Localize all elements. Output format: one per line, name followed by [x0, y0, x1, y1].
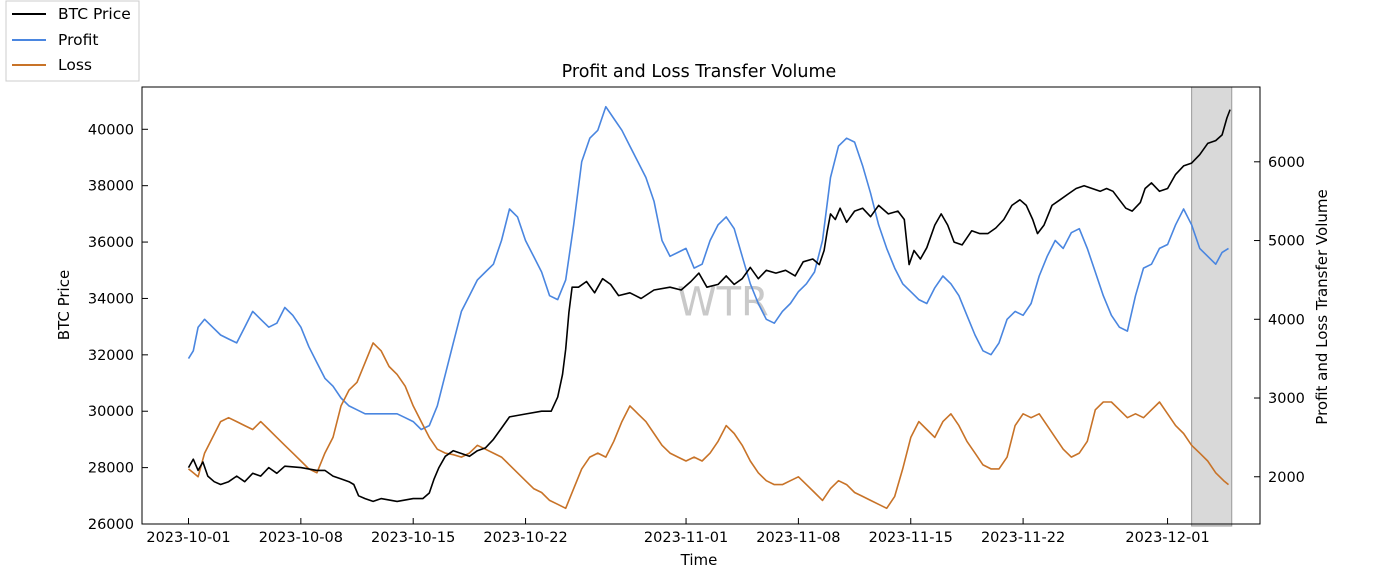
series-layer [187, 105, 1231, 510]
y-axis-label-left: BTC Price [55, 270, 73, 340]
y-right-tick-label: 3000 [1268, 391, 1305, 407]
y-left-tick-label: 30000 [88, 404, 134, 420]
x-tick-label: 2023-11-01 [644, 530, 728, 546]
series-line-profit [187, 105, 1229, 431]
x-tick-label: 2023-11-08 [756, 530, 840, 546]
legend-label-loss: Loss [58, 56, 92, 74]
x-axis: 2023-10-01 2023-10-08 2023-10-15 2023-10-22… [146, 518, 1210, 546]
y-left-tick-label: 28000 [88, 461, 134, 477]
y-left-tick-label: 36000 [88, 235, 134, 251]
legend-label-btc-price: BTC Price [58, 5, 131, 23]
y-axis-label-right: Profit and Loss Transfer Volume [1313, 189, 1331, 424]
chart-title: Profit and Loss Transfer Volume [562, 62, 837, 82]
y-left-tick-label: 26000 [88, 517, 134, 533]
x-tick-label: 2023-11-15 [869, 530, 953, 546]
x-tick-label: 2023-10-22 [483, 530, 567, 546]
series-line-btc-price [187, 109, 1231, 503]
y-axis-right: 2000 3000 4000 5000 6000 [1254, 155, 1305, 486]
y-axis-left: 26000 28000 30000 32000 34000 36000 38000 40000 [88, 122, 148, 533]
y-right-tick-label: 5000 [1268, 234, 1305, 250]
watermark: WTR [677, 279, 769, 325]
highlight-span [1191, 86, 1233, 527]
plot-area [142, 87, 1260, 524]
x-axis-label: Time [680, 551, 718, 569]
x-tick-label: 2023-10-08 [259, 530, 343, 546]
x-tick-label: 2023-11-22 [981, 530, 1065, 546]
y-left-tick-label: 32000 [88, 348, 134, 364]
series-line-loss [187, 342, 1230, 510]
y-right-tick-label: 2000 [1268, 470, 1305, 486]
plot-frame [141, 86, 1261, 525]
x-tick-label: 2023-10-15 [371, 530, 455, 546]
y-left-tick-label: 40000 [88, 122, 134, 138]
legend: BTC Price Profit Loss [5, 0, 140, 82]
x-tick-label: 2023-10-01 [146, 530, 230, 546]
legend-label-profit: Profit [58, 31, 98, 49]
y-right-tick-label: 6000 [1268, 155, 1305, 171]
x-tick-label: 2023-12-01 [1125, 530, 1209, 546]
y-left-tick-label: 34000 [88, 291, 134, 307]
y-left-tick-label: 38000 [88, 179, 134, 195]
y-right-tick-label: 4000 [1268, 312, 1305, 328]
